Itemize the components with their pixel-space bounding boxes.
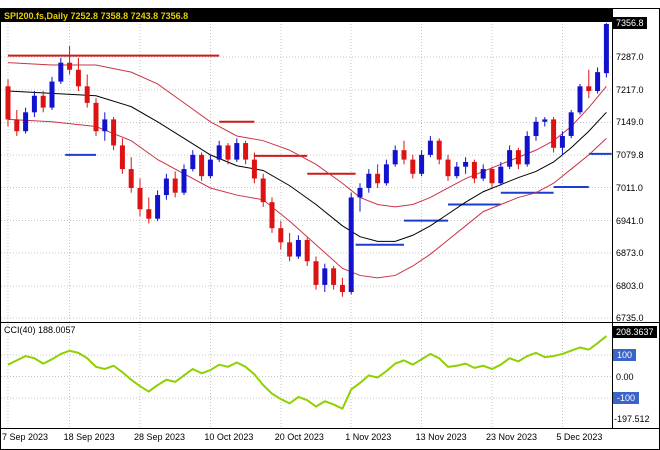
candle-body [322, 268, 328, 285]
candle-body [67, 62, 73, 70]
candle-body [287, 242, 293, 257]
candle-body [295, 239, 301, 257]
candle-body [172, 178, 178, 193]
candle-body [480, 169, 486, 179]
candle-body [31, 95, 37, 113]
candle-body [84, 86, 90, 103]
candle-body [243, 143, 249, 160]
candle-body [199, 154, 205, 177]
candle-body [463, 161, 469, 167]
candle-body [331, 268, 337, 285]
candle-body [304, 239, 310, 262]
candle-body [542, 119, 548, 122]
candlestick-series [5, 23, 609, 297]
candle-body [58, 62, 64, 82]
candle-body [436, 140, 442, 160]
candle-body [5, 86, 11, 120]
candle-body [102, 119, 108, 132]
candle-body [40, 95, 46, 108]
grid [1, 9, 612, 428]
candle-body [207, 159, 213, 177]
candle-body [128, 169, 134, 188]
candle-body [595, 72, 601, 92]
candle-body [155, 195, 161, 219]
candle-body [568, 112, 574, 136]
candle-body [225, 145, 231, 160]
candle-body [137, 187, 143, 210]
candle-body [216, 145, 222, 160]
candle-body [357, 187, 363, 198]
candle-body [251, 159, 257, 179]
candle-body [586, 86, 592, 92]
candle-body [119, 145, 125, 170]
candle-body [14, 119, 20, 132]
frame [0, 8, 660, 450]
candle-body [471, 161, 477, 179]
candle-body [383, 164, 389, 184]
candle-body [278, 228, 284, 243]
trend-line [8, 54, 612, 246]
candle-body [515, 150, 521, 165]
ma-lines [7, 62, 607, 279]
candle-body [445, 159, 451, 177]
candle-body [49, 81, 55, 108]
candle-body [313, 261, 319, 285]
candle-body [427, 140, 433, 155]
candle-body [551, 119, 557, 148]
candle-body [111, 119, 117, 146]
indicator-label: CCI(40) 188.0057 [4, 325, 76, 335]
candle-body [190, 154, 196, 170]
candle-body [23, 112, 29, 132]
candle-body [234, 143, 240, 160]
candle-body [454, 166, 460, 177]
candle-body [366, 173, 372, 188]
candle-body [524, 135, 530, 165]
candle-body [410, 159, 416, 174]
candle-body [75, 69, 81, 87]
candle-body [577, 86, 583, 113]
candle-body [419, 154, 425, 174]
candle-body [498, 166, 504, 184]
candle-body [375, 173, 381, 184]
chart-title: SPI200.fs,Daily 7252.8 7358.8 7243.8 735… [4, 10, 189, 21]
candle-body [163, 178, 169, 196]
candle-body [603, 23, 609, 74]
candle-body [392, 150, 398, 165]
candle-body [269, 202, 275, 229]
candle-body [181, 169, 187, 193]
candle-body [146, 209, 152, 219]
candle-body [489, 169, 495, 184]
candle-body [533, 121, 539, 136]
title-bar: SPI200.fs,Daily 7252.8 7358.8 7243.8 735… [1, 9, 612, 22]
cci-line [7, 335, 608, 410]
candle-body [260, 178, 266, 203]
candle-body [401, 150, 407, 160]
candle-body [507, 150, 513, 167]
candle-body [559, 135, 565, 148]
candle-body [339, 284, 345, 292]
candle-body [348, 197, 354, 292]
candle-body [93, 102, 99, 132]
